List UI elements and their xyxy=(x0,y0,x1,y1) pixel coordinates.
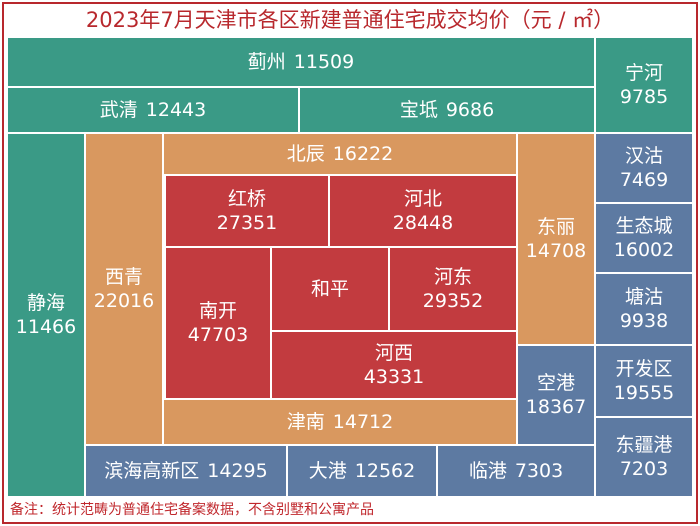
district: 河北 28448 xyxy=(330,176,516,246)
district-price: 47703 xyxy=(187,324,249,346)
district: 东疆港 7203 xyxy=(596,418,692,496)
district-price: 16002 xyxy=(613,239,675,261)
district: 津南 14712 xyxy=(164,400,516,444)
district-price: 7203 xyxy=(619,458,669,480)
district: 红桥 27351 xyxy=(166,176,328,246)
district: 临港 7303 xyxy=(438,446,594,496)
district-price: 11509 xyxy=(293,51,355,73)
district-price: 7469 xyxy=(619,169,669,191)
district: 大港 12562 xyxy=(288,446,436,496)
district-price: 9785 xyxy=(619,86,669,108)
district-name: 东丽 xyxy=(536,216,575,238)
district: 武清 12443 xyxy=(8,88,298,132)
district-name: 西青 xyxy=(104,266,143,288)
district: 生态城 16002 xyxy=(596,204,692,272)
district-price: 14712 xyxy=(332,411,394,433)
district: 东丽 14708 xyxy=(518,134,594,344)
district-price: 43331 xyxy=(363,366,425,388)
district-price: 12443 xyxy=(145,99,207,121)
district-name: 滨海高新区 xyxy=(104,460,200,482)
district-price: 11466 xyxy=(15,316,77,338)
district-price: 18367 xyxy=(525,396,587,418)
district: 北辰 16222 xyxy=(164,134,516,174)
district-name: 南开 xyxy=(198,300,237,322)
district-price: 7303 xyxy=(514,460,564,482)
footnote: 备注：统计范畴为普通住宅备案数据，不含别墅和公寓产品 xyxy=(10,502,374,518)
district-price: 27351 xyxy=(216,212,278,234)
district-name: 开发区 xyxy=(615,358,673,380)
district: 西青 22016 xyxy=(86,134,162,444)
district-name: 河北 xyxy=(403,188,442,210)
district-price: 19555 xyxy=(613,382,675,404)
district: 宁河 9785 xyxy=(596,38,692,132)
district: 滨海高新区 14295 xyxy=(86,446,286,496)
district-name: 汉沽 xyxy=(624,145,663,167)
district: 和平 xyxy=(272,248,388,330)
district: 塘沽 9938 xyxy=(596,274,692,344)
district-name: 大港 xyxy=(308,460,347,482)
district: 南开 47703 xyxy=(166,248,270,398)
district: 蓟州 11509 xyxy=(8,38,594,86)
district: 空港 18367 xyxy=(518,346,594,444)
district-name: 东疆港 xyxy=(615,434,673,456)
district-name: 宝坻 xyxy=(399,99,438,121)
district-price: 14295 xyxy=(207,460,268,482)
district-name: 宁河 xyxy=(624,62,663,84)
district-name: 生态城 xyxy=(615,215,673,237)
district-name: 蓟州 xyxy=(247,51,286,73)
district-price: 12562 xyxy=(354,460,416,482)
district-name: 临港 xyxy=(468,460,507,482)
title: 2023年7月天津市各区新建普通住宅成交均价（元 / ㎡） xyxy=(85,8,615,32)
district-name: 北辰 xyxy=(286,143,325,165)
district-name: 和平 xyxy=(310,278,349,300)
district-name: 河西 xyxy=(374,342,413,364)
district-name: 武清 xyxy=(99,99,138,121)
district: 河东 29352 xyxy=(390,248,516,330)
district-price: 28448 xyxy=(392,212,454,234)
district-price: 14708 xyxy=(525,240,587,262)
district-price: 16222 xyxy=(332,143,394,165)
district: 宝坻 9686 xyxy=(300,88,594,132)
district-name: 津南 xyxy=(286,411,325,433)
district-name: 空港 xyxy=(536,372,575,394)
district: 开发区 19555 xyxy=(596,346,692,416)
district: 河西 43331 xyxy=(272,332,516,398)
district-name: 塘沽 xyxy=(624,286,663,308)
district-price: 29352 xyxy=(422,290,484,312)
district: 静海 11466 xyxy=(8,134,84,496)
district-name: 红桥 xyxy=(227,188,266,210)
district-price: 9686 xyxy=(445,99,495,121)
district-name: 静海 xyxy=(26,292,65,314)
district-price: 9938 xyxy=(619,310,669,332)
district: 汉沽 7469 xyxy=(596,134,692,202)
district-name: 河东 xyxy=(433,266,472,288)
district-price: 22016 xyxy=(93,290,155,312)
